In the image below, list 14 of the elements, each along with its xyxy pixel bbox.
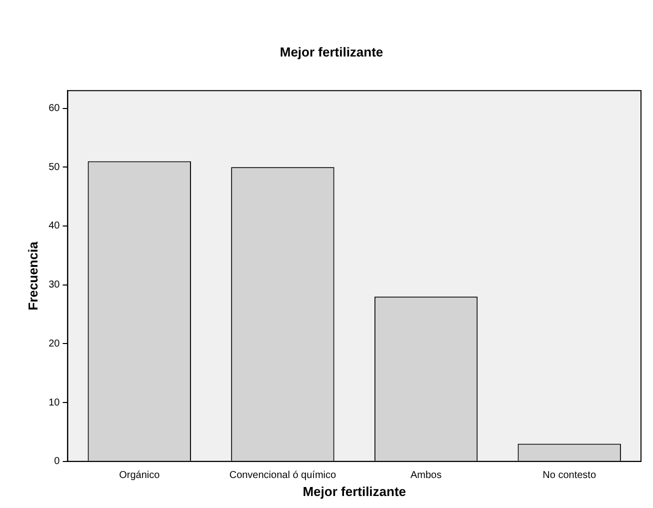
x-tick-label: Convencional ó químico xyxy=(229,470,336,482)
y-axis-title: Frecuencia xyxy=(25,240,40,310)
y-tick-label: 10 xyxy=(48,397,60,408)
x-tick-label: No contesto xyxy=(542,470,596,482)
x-axis-title: Mejor fertilizante xyxy=(302,484,406,499)
y-tick-label: 60 xyxy=(48,103,60,114)
y-tick-label: 50 xyxy=(48,162,60,173)
y-tick-label: 20 xyxy=(48,338,60,350)
chart-title: Mejor fertilizante xyxy=(280,44,384,60)
y-tick-label: 0 xyxy=(54,456,60,468)
x-tick-label: Orgánico xyxy=(119,470,160,482)
x-tick-label: Ambos xyxy=(410,470,442,482)
y-tick-label: 30 xyxy=(48,280,60,291)
y-tick-label: 40 xyxy=(48,220,60,232)
